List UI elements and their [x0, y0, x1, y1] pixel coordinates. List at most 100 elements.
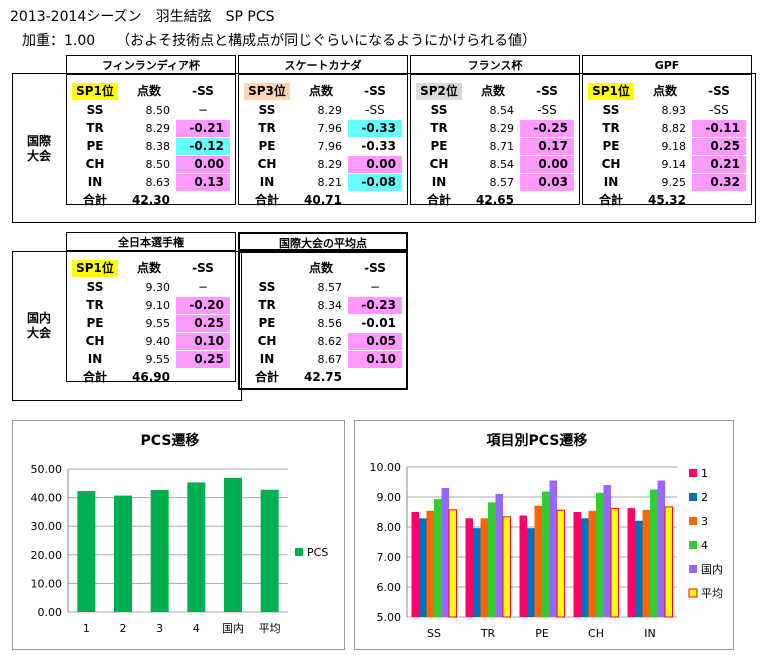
- total-label: 合計: [82, 370, 107, 384]
- y-tick-label: 40.00: [31, 492, 63, 505]
- intl-table-body: [582, 74, 752, 205]
- row-label: CH: [429, 157, 449, 171]
- row-score: 8.54: [489, 158, 515, 171]
- score-col-header: 点数: [308, 84, 333, 98]
- row-diff: 0.10: [176, 333, 230, 350]
- intl-event-name: スケートカナダ: [238, 55, 408, 74]
- score-col-header: 点数: [136, 84, 161, 98]
- row-diff: 0.10: [348, 351, 402, 368]
- row-score: 8.50: [145, 104, 171, 117]
- row-diff: 0.00: [520, 156, 574, 173]
- row-score: 7.96: [317, 122, 343, 135]
- bar: [549, 480, 557, 617]
- bar: [556, 509, 565, 618]
- diff-col-header: -SS: [364, 261, 386, 275]
- bar: [434, 499, 442, 617]
- row-diff: 0.13: [176, 174, 230, 191]
- row-diff: -0.20: [176, 297, 230, 314]
- row-score: 8.71: [489, 140, 515, 153]
- row-diff: -SS: [709, 103, 729, 117]
- row-label: CH: [85, 157, 105, 171]
- row-diff: 0.32: [692, 174, 746, 191]
- x-tick-label: 4: [193, 622, 200, 635]
- row-diff: 0.00: [348, 156, 402, 173]
- diff-col-header: -SS: [708, 84, 730, 98]
- row-score: 8.50: [145, 158, 171, 171]
- row-label: IN: [603, 175, 619, 189]
- legend-label: PCS: [307, 546, 328, 559]
- bar: [573, 512, 581, 617]
- total-value: 45.32: [648, 193, 686, 207]
- bar: [534, 505, 542, 617]
- x-tick-label: CH: [588, 627, 604, 640]
- row-score: 8.29: [317, 104, 343, 117]
- y-tick-label: 10.00: [31, 577, 63, 590]
- row-score: 8.56: [317, 317, 343, 330]
- y-tick-label: 9.00: [377, 491, 402, 504]
- row-score: 8.21: [317, 176, 343, 189]
- row-diff: -0.08: [348, 174, 402, 191]
- row-label: IN: [87, 352, 103, 366]
- x-tick-label: 3: [156, 622, 163, 635]
- row-label: PE: [258, 139, 276, 153]
- bar: [650, 489, 658, 617]
- x-tick-label: IN: [644, 627, 655, 640]
- row-diff: 0.25: [692, 138, 746, 155]
- total-label: 合計: [426, 193, 451, 207]
- intl-side-label: 国際 大会: [14, 134, 64, 164]
- y-tick-label: 20.00: [31, 549, 63, 562]
- bar: [77, 491, 96, 612]
- row-label: IN: [259, 175, 275, 189]
- row-score: 8.57: [317, 281, 343, 294]
- row-label: CH: [257, 157, 277, 171]
- chart-title: PCS遷移: [141, 432, 200, 449]
- row-score: 8.57: [489, 176, 515, 189]
- intl-event-name: フランス杯: [410, 55, 580, 74]
- chart-title: 項目別PCS遷移: [487, 432, 588, 449]
- row-score: 8.63: [145, 176, 171, 189]
- row-diff: 0.25: [176, 315, 230, 332]
- row-diff: -0.33: [348, 120, 402, 137]
- bar: [581, 518, 589, 617]
- intl-table-body: [410, 74, 580, 205]
- row-label: TR: [258, 121, 276, 135]
- intl-table-body: [238, 74, 408, 205]
- bar: [480, 518, 488, 617]
- x-tick-label: 国内: [222, 621, 244, 635]
- bar: [448, 509, 457, 618]
- domestic-side-label: 国内 大会: [14, 311, 64, 341]
- row-score: 9.25: [661, 176, 687, 189]
- score-col-header: 点数: [480, 84, 505, 98]
- row-score: 9.55: [145, 353, 171, 366]
- legend-swatch: [688, 588, 698, 598]
- row-label: PE: [602, 139, 620, 153]
- legend-swatch: [689, 469, 697, 477]
- item-chart: 項目別PCS遷移 5.00 6.00 7.00 8.00 9.00 10.00 SS TR PE C…: [370, 432, 724, 640]
- row-diff: 0.25: [176, 351, 230, 368]
- row-diff: -0.25: [520, 120, 574, 137]
- bar: [473, 528, 481, 617]
- row-diff: 0.00: [176, 156, 230, 173]
- domestic-event-name: 全日本選手権: [66, 232, 236, 251]
- row-label: IN: [431, 175, 447, 189]
- domestic-table-body: [238, 251, 408, 390]
- row-score: 9.14: [661, 158, 687, 171]
- legend-label: 2: [701, 491, 708, 504]
- bar: [187, 482, 206, 612]
- x-tick-label: 1: [83, 622, 90, 635]
- row-diff: -0.33: [361, 139, 396, 153]
- row-score: 8.54: [489, 104, 515, 117]
- bar: [465, 518, 473, 617]
- row-diff: −: [369, 280, 381, 294]
- x-tick-label: SS: [427, 627, 441, 640]
- y-tick-label: 8.00: [377, 521, 402, 534]
- row-score: 8.34: [317, 299, 343, 312]
- total-value: 46.90: [132, 370, 170, 384]
- bar: [260, 489, 279, 612]
- row-label: TR: [602, 121, 620, 135]
- row-score: 7.96: [317, 140, 343, 153]
- row-diff: 0.17: [520, 138, 574, 155]
- diff-col-header: -SS: [192, 84, 214, 98]
- row-label: SS: [86, 103, 104, 117]
- bar: [610, 507, 619, 618]
